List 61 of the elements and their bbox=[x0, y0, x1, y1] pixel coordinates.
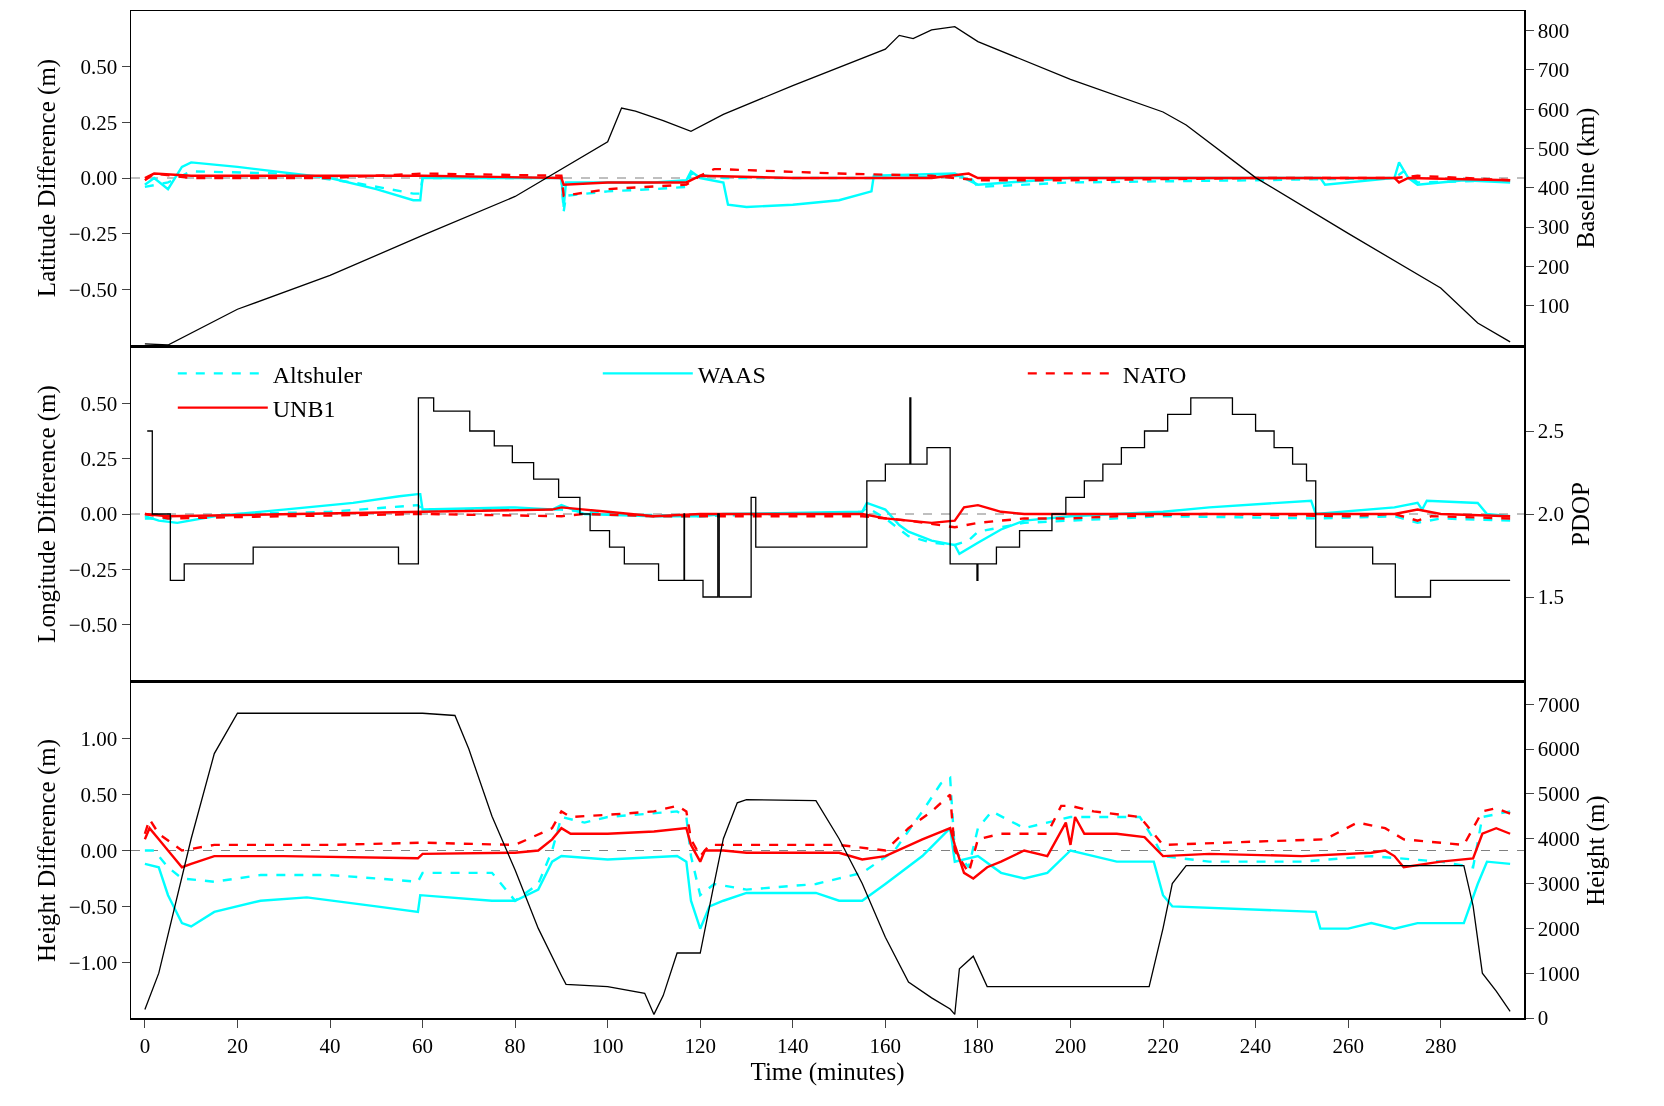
x-tick-label: 40 bbox=[319, 1033, 341, 1058]
x-tick-label: 20 bbox=[226, 1033, 248, 1058]
legend-label: WAAS bbox=[697, 361, 766, 388]
y2-tick-label: 400 bbox=[1537, 176, 1570, 201]
y-tick-label: −0.50 bbox=[68, 613, 118, 638]
y-tick-label: −1.00 bbox=[68, 950, 118, 975]
y-tick-label: 0.25 bbox=[80, 110, 118, 135]
y-tick-label: 0.25 bbox=[80, 447, 118, 472]
x-tick-label: 200 bbox=[1054, 1033, 1087, 1058]
y-tick-label: 1.00 bbox=[80, 727, 118, 752]
y2-tick-label: 800 bbox=[1537, 19, 1570, 43]
y-tick-label: 0.00 bbox=[80, 166, 118, 191]
y-tick-label: −0.25 bbox=[68, 222, 118, 247]
y-axis-title: Height Difference (m) bbox=[32, 738, 61, 963]
y2-tick-label: 300 bbox=[1537, 215, 1570, 240]
x-axis-title: Time (minutes) bbox=[750, 1057, 905, 1086]
y-tick-label: 0.00 bbox=[80, 838, 118, 863]
x-tick-label: 180 bbox=[962, 1033, 994, 1058]
y2-tick-label: 500 bbox=[1537, 136, 1570, 161]
x-tick-label: 280 bbox=[1424, 1033, 1457, 1058]
y2-tick-label: 5000 bbox=[1537, 782, 1580, 807]
line-series bbox=[144, 712, 1511, 1016]
y-tick-label: −0.25 bbox=[68, 557, 118, 582]
y-tick-label: 0.50 bbox=[80, 391, 118, 416]
y2-tick-label: 100 bbox=[1537, 294, 1570, 319]
y-tick-label: 0.50 bbox=[80, 55, 118, 80]
y2-axis-title: Height (m) bbox=[1582, 795, 1611, 906]
y2-tick-label: 1000 bbox=[1537, 961, 1580, 986]
legend-label: Altshuler bbox=[272, 361, 363, 388]
x-tick-label: 120 bbox=[684, 1033, 716, 1058]
x-tick-label: 240 bbox=[1239, 1033, 1272, 1058]
x-tick-label: 100 bbox=[591, 1033, 624, 1058]
y2-tick-label: 600 bbox=[1537, 97, 1570, 122]
x-tick-label: 220 bbox=[1147, 1033, 1179, 1058]
x-tick-label: 60 bbox=[412, 1033, 434, 1058]
y2-tick-label: 1.5 bbox=[1537, 585, 1564, 610]
legend-label: UNB1 bbox=[272, 395, 336, 422]
y-tick-label: 0.00 bbox=[80, 502, 118, 527]
x-tick-label: 140 bbox=[777, 1033, 809, 1058]
y2-tick-label: 3000 bbox=[1537, 871, 1580, 896]
legend-label: NATO bbox=[1122, 361, 1187, 388]
y2-tick-label: 4000 bbox=[1537, 827, 1580, 852]
y2-tick-label: 0 bbox=[1537, 1006, 1549, 1031]
y2-axis-title: Baseline (km) bbox=[1571, 107, 1600, 249]
x-tick-label: 260 bbox=[1332, 1033, 1364, 1058]
x-tick-label: 160 bbox=[869, 1033, 902, 1058]
y2-tick-label: 2.5 bbox=[1537, 419, 1564, 444]
y2-tick-label: 2000 bbox=[1537, 916, 1580, 941]
x-tick-label: 0 bbox=[139, 1033, 151, 1058]
y-tick-label: −0.50 bbox=[68, 277, 118, 302]
y2-tick-label: 7000 bbox=[1537, 692, 1580, 717]
x-tick-label: 80 bbox=[504, 1033, 526, 1058]
y2-axis-title: PDOP bbox=[1566, 482, 1594, 546]
y2-tick-label: 700 bbox=[1537, 58, 1570, 83]
y2-tick-label: 2.0 bbox=[1537, 502, 1564, 527]
y-tick-label: −0.50 bbox=[68, 894, 118, 919]
y-tick-label: 0.50 bbox=[80, 783, 118, 808]
y-axis-title: Longitude Difference (m) bbox=[32, 385, 61, 643]
y2-tick-label: 6000 bbox=[1537, 737, 1580, 762]
y-axis-title: Latitude Difference (m) bbox=[32, 58, 61, 298]
y2-tick-label: 200 bbox=[1537, 254, 1570, 279]
